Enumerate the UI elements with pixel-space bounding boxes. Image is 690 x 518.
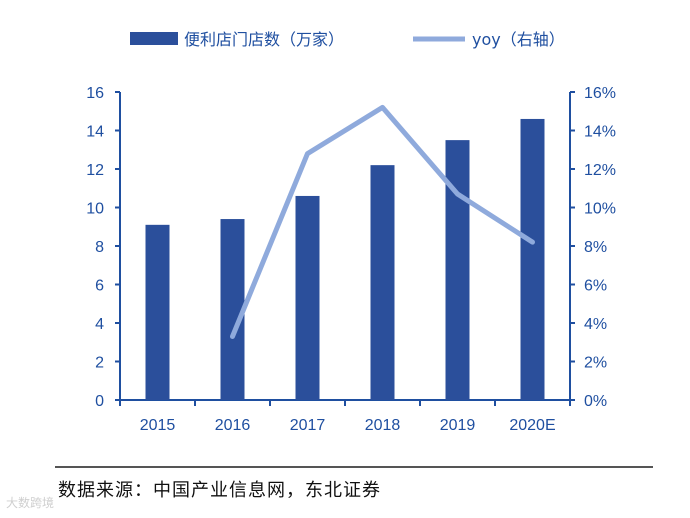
legend-swatch-bar bbox=[130, 32, 178, 45]
x-tick-label: 2015 bbox=[140, 417, 176, 434]
bar bbox=[370, 165, 395, 400]
y-left-tick-label: 8 bbox=[95, 239, 104, 256]
legend: 便利店门店数（万家） yoy（右轴） bbox=[130, 30, 565, 49]
y-left-tick-label: 2 bbox=[95, 355, 104, 372]
x-tick-label: 2018 bbox=[365, 417, 401, 434]
y-left-tick-label: 12 bbox=[86, 162, 104, 179]
y-left-tick-label: 6 bbox=[95, 278, 104, 295]
bar bbox=[295, 195, 320, 400]
y-right-tick-label: 4% bbox=[584, 316, 607, 333]
bar bbox=[520, 118, 545, 400]
x-tick-label: 2017 bbox=[290, 417, 326, 434]
y-right-tick-label: 0% bbox=[584, 393, 607, 410]
y-left-tick-label: 16 bbox=[86, 85, 104, 102]
bar bbox=[220, 219, 245, 400]
y-right-tick-label: 12% bbox=[584, 162, 616, 179]
x-tick-label: 2020E bbox=[509, 417, 555, 434]
y-left-tick-label: 14 bbox=[86, 124, 104, 141]
y-right-tick-label: 16% bbox=[584, 85, 616, 102]
bar bbox=[445, 140, 470, 400]
divider bbox=[55, 466, 653, 468]
y-right-tick-label: 10% bbox=[584, 201, 616, 218]
y-left-tick-label: 4 bbox=[95, 316, 104, 333]
watermark: 大数跨境 bbox=[6, 496, 55, 510]
y-right-tick-label: 2% bbox=[584, 355, 607, 372]
legend-label-bar: 便利店门店数（万家） bbox=[184, 30, 344, 49]
source-note: 数据来源：中国产业信息网，东北证券 bbox=[58, 480, 381, 501]
y-right-tick-label: 6% bbox=[584, 278, 607, 295]
x-tick-label: 2016 bbox=[215, 417, 251, 434]
y-right-tick-label: 8% bbox=[584, 239, 607, 256]
bar bbox=[145, 224, 170, 400]
y-left-tick-label: 0 bbox=[95, 393, 104, 410]
legend-label-line: yoy（右轴） bbox=[472, 30, 565, 49]
tick-labels: 0 2 4 6 8 10 12 14 16 0% 2% 4% 6% 8% 10% 12% 14% 16% 2015 2… bbox=[86, 85, 616, 434]
axes bbox=[115, 91, 575, 406]
bar-series bbox=[145, 118, 545, 400]
y-left-tick-label: 10 bbox=[86, 201, 104, 218]
yoy-line-series bbox=[230, 104, 535, 339]
y-right-tick-label: 14% bbox=[584, 124, 616, 141]
x-tick-label: 2019 bbox=[440, 417, 476, 434]
